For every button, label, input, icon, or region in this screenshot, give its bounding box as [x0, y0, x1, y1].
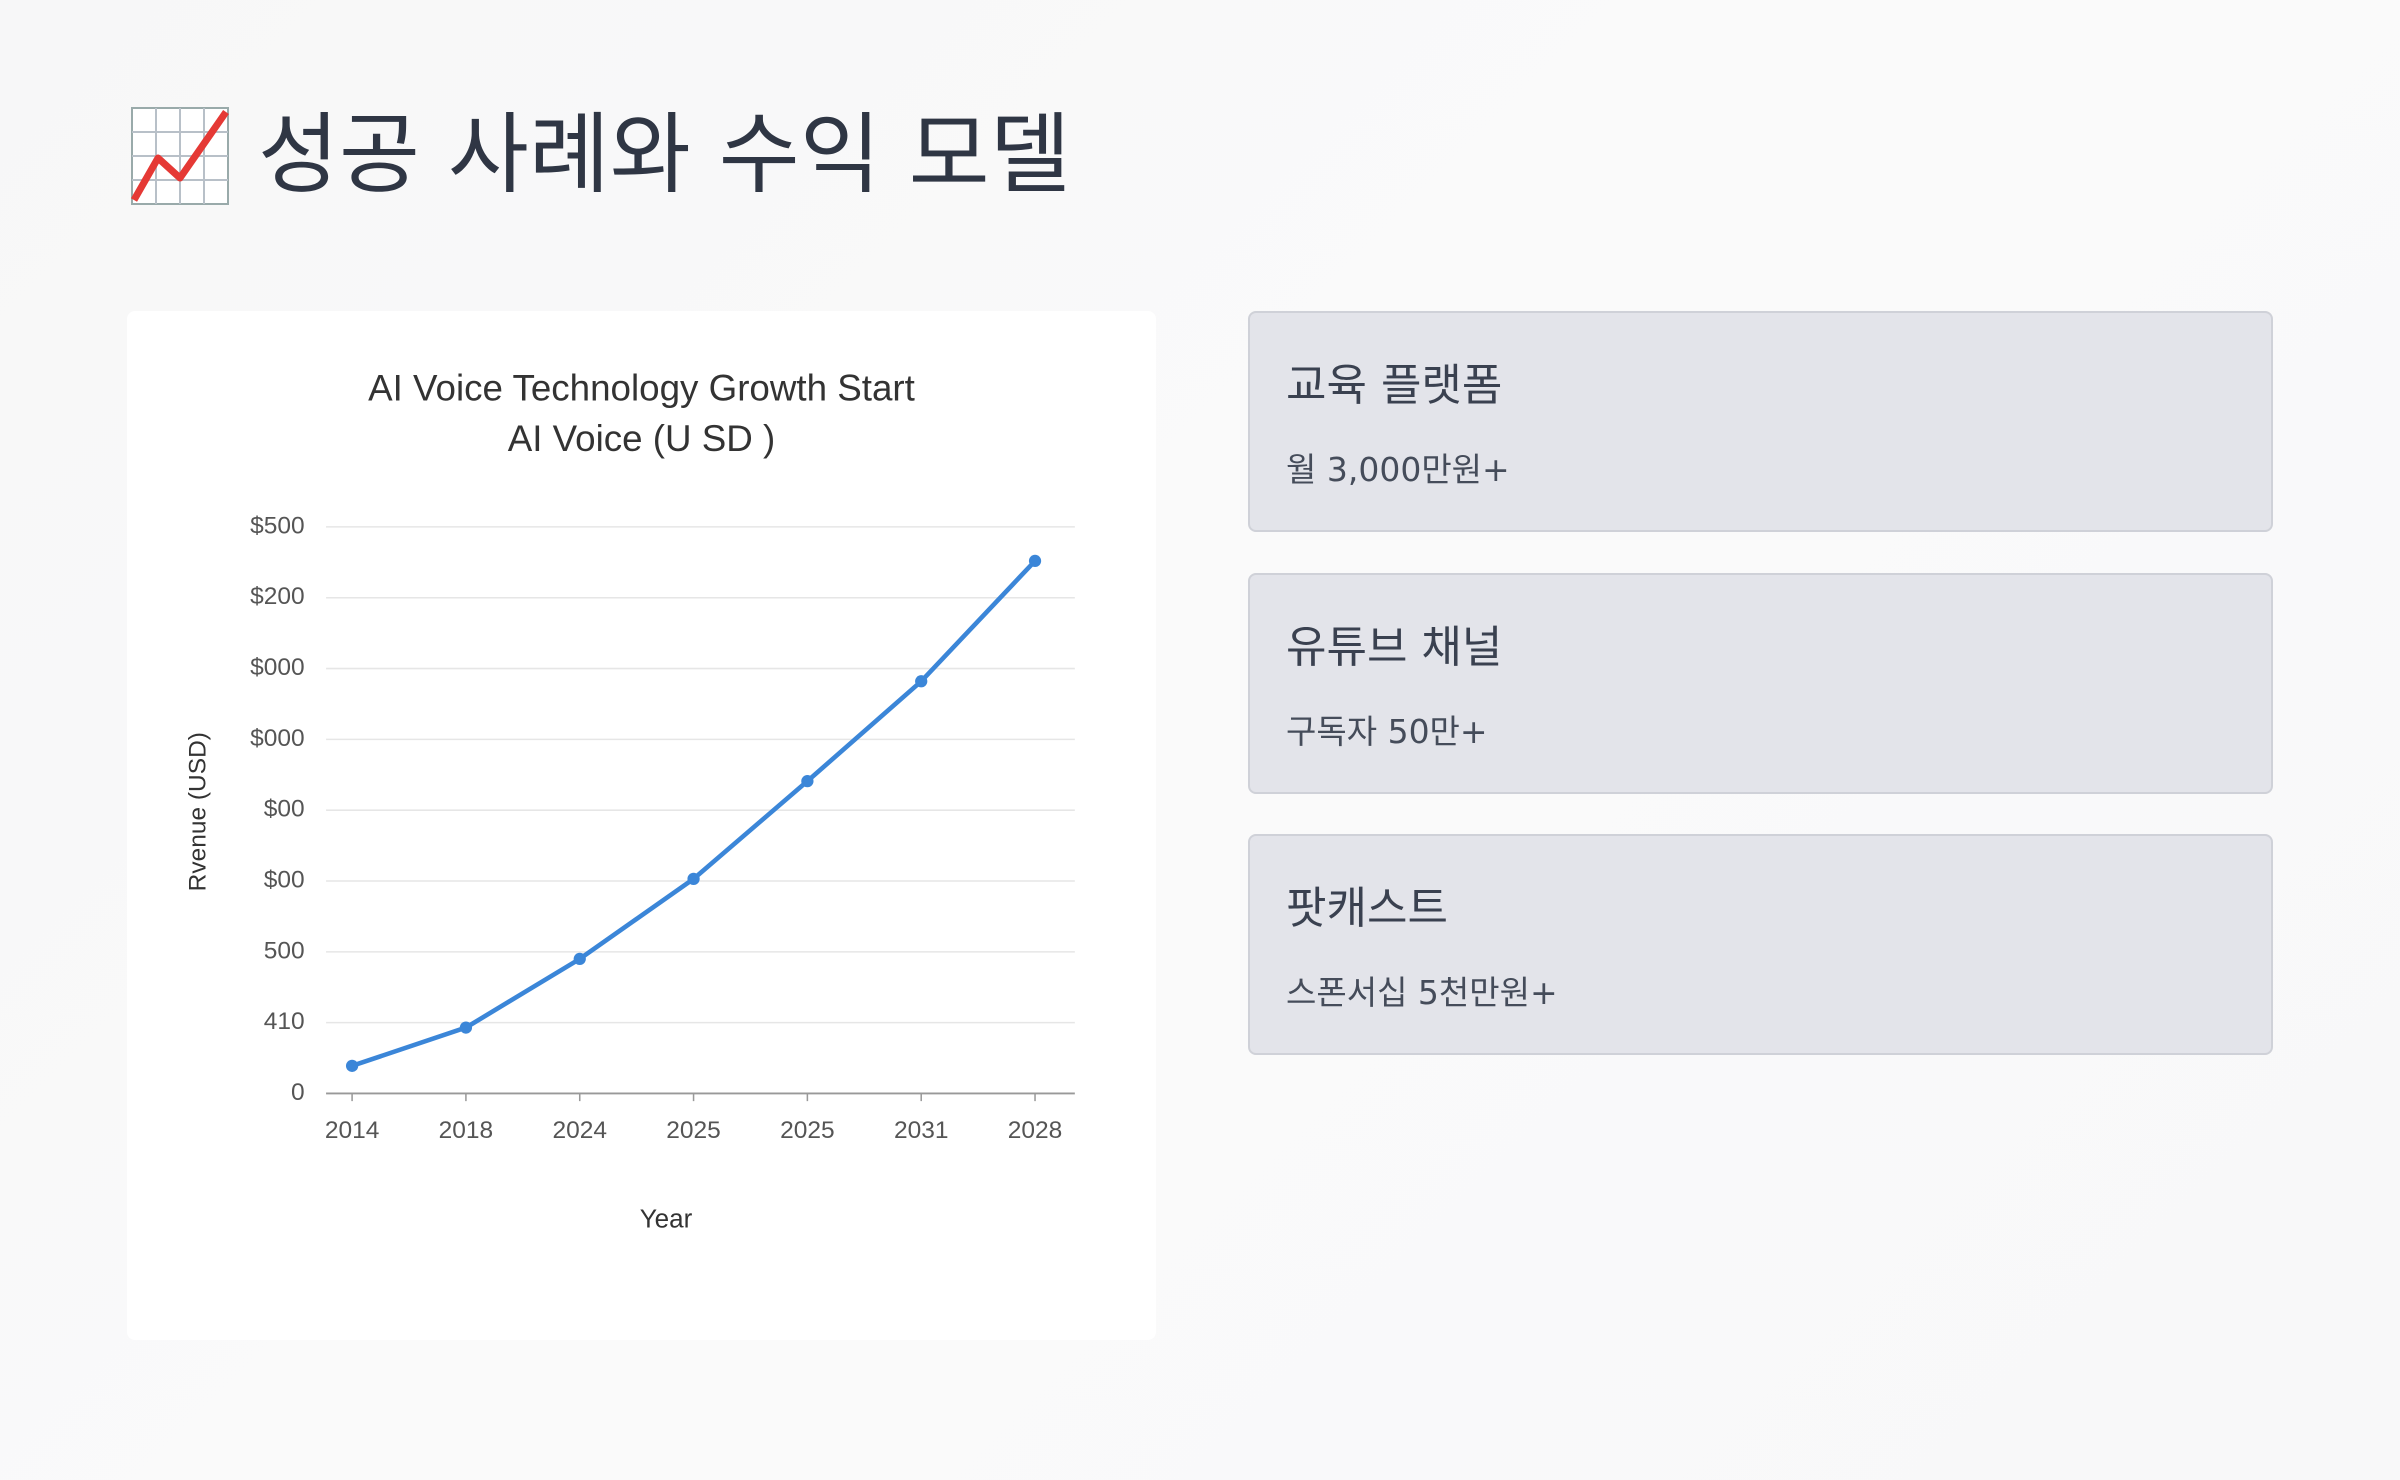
data-point — [345, 1059, 359, 1072]
series-line — [351, 559, 1037, 1069]
y-tick-label: 500 — [264, 937, 305, 964]
y-tick-label: 0 — [291, 1079, 305, 1106]
card-text: 월 3,000만원+ — [1286, 450, 1510, 489]
card-title: 유튜브 채널 — [1286, 622, 1503, 673]
chart-subtitle: AI Voice (U SD ) — [508, 418, 776, 459]
y-tick-label: $000 — [250, 654, 305, 681]
chart-title: AI Voice Technology Growth Start — [368, 367, 915, 408]
x-tick-label: 2025 — [780, 1117, 835, 1144]
data-point — [915, 675, 928, 688]
x-tick-label: 2031 — [894, 1117, 949, 1144]
card-text: 구독자 50만+ — [1286, 712, 1488, 751]
y-tick-label: $00 — [264, 796, 305, 823]
card-title: 팟캐스트 — [1286, 883, 1448, 934]
chart-card: AI Voice Technology Growth Start AI Voic… — [127, 311, 1156, 1340]
x-tick-label: 2025 — [666, 1117, 721, 1144]
data-point — [687, 872, 700, 886]
data-point — [1028, 554, 1042, 568]
x-tick-label: 2018 — [439, 1117, 494, 1144]
y-tick-label: 410 — [264, 1008, 305, 1035]
y-tick-label: $00 — [264, 866, 305, 893]
y-tick-label: $500 — [250, 512, 305, 539]
x-tick-label: 2024 — [552, 1117, 607, 1144]
y-axis-label: Rvenue (USD) — [184, 732, 211, 891]
y-tick-label: $200 — [250, 583, 305, 610]
card-text: 스폰서십 5천만원+ — [1286, 973, 1558, 1012]
y-tick-label: $000 — [250, 725, 305, 752]
chart: AI Voice Technology Growth Start AI Voic… — [184, 367, 1075, 1233]
x-axis-label: Year — [640, 1203, 693, 1233]
chart-icon — [130, 107, 229, 205]
x-tick-label: 2028 — [1008, 1117, 1063, 1144]
page-title: 성공 사례와 수익 모델 — [258, 103, 1071, 206]
x-tick-label: 2014 — [325, 1117, 380, 1144]
data-point — [573, 952, 586, 966]
card-title: 교육 플랫폼 — [1286, 360, 1503, 411]
data-point — [801, 775, 814, 788]
data-point — [459, 1021, 473, 1034]
